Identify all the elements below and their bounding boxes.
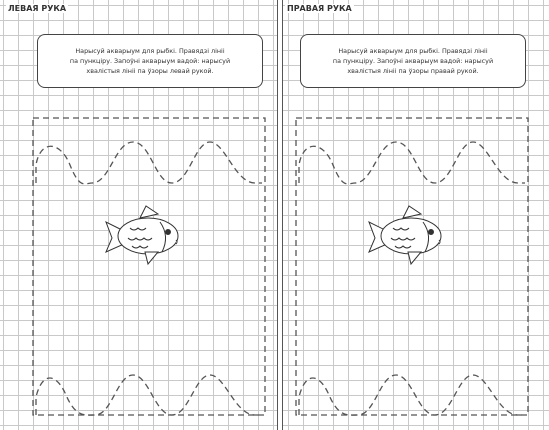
divider xyxy=(277,0,283,430)
instruction-line: хвалістыя лініі па ўзоры левай рукой. xyxy=(86,67,214,75)
instruction-line: хвалістыя лініі па ўзоры правай рукой. xyxy=(347,67,479,75)
instruction-line: па пункціру. Запоўні акварыум вадой: нар… xyxy=(69,57,231,65)
heading: ЛЕВАЯ РУКА xyxy=(6,4,69,13)
instruction-line: па пункціру. Запоўні акварыум вадой: нар… xyxy=(332,57,494,65)
instruction-line: Нарысуй акварыум для рыбкі. Правядзі лін… xyxy=(75,47,225,55)
right-drawing xyxy=(295,117,529,416)
instruction-box: Нарысуй акварыум для рыбкі. Правядзі лін… xyxy=(300,34,526,88)
instruction-line: Нарысуй акварыум для рыбкі. Правядзі лін… xyxy=(338,47,488,55)
instruction-box: Нарысуй акварыум для рыбкі. Правядзі лін… xyxy=(37,34,263,88)
heading: ПРАВАЯ РУКА xyxy=(285,4,354,13)
left-drawing xyxy=(32,117,266,416)
